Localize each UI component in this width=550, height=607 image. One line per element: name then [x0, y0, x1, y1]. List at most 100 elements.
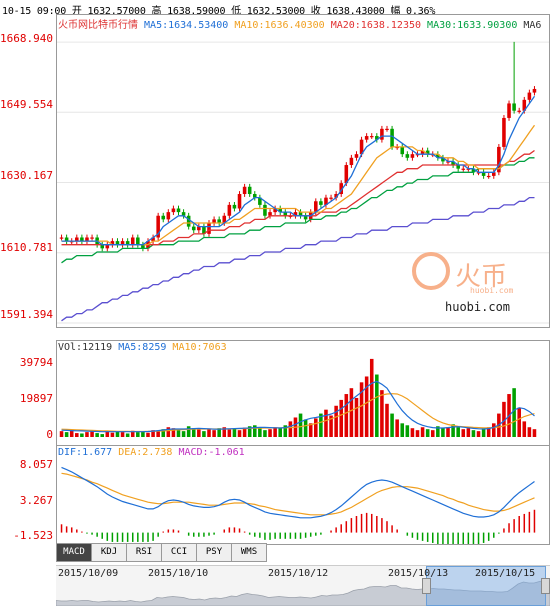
volume-bar	[141, 431, 145, 437]
candle	[278, 208, 282, 213]
price-ytick: 1649.554	[0, 98, 53, 111]
navigator-right-handle[interactable]	[541, 578, 550, 594]
candle	[400, 146, 405, 155]
candle	[390, 128, 394, 147]
candle	[59, 237, 64, 239]
volume-bar	[156, 431, 160, 437]
volume-bar	[283, 425, 288, 437]
candle	[491, 172, 496, 176]
candle	[441, 157, 445, 162]
candle	[522, 99, 527, 111]
candle	[486, 175, 491, 178]
candle	[354, 154, 359, 158]
candle	[425, 150, 430, 155]
candle	[436, 154, 440, 158]
huobi-logo-icon	[412, 252, 450, 290]
volume-bar	[95, 433, 99, 437]
volume-bar	[456, 427, 460, 437]
candle	[502, 117, 506, 147]
price-ytick: 1630.167	[0, 169, 53, 182]
logo-brand-text: 火币	[455, 262, 508, 292]
candle	[75, 237, 79, 242]
volume-bar	[395, 419, 399, 437]
series-vol-ma10	[61, 393, 535, 433]
candle	[166, 212, 171, 220]
volume-bar	[120, 432, 125, 437]
candle	[517, 110, 521, 112]
watermark-url: huobi.com	[445, 300, 511, 314]
candle	[171, 208, 176, 213]
tab-kdj[interactable]: KDJ	[92, 543, 127, 562]
candle	[339, 183, 344, 195]
candle	[110, 241, 115, 245]
nav-date-label: 2015/10/09	[58, 568, 119, 579]
macd-ytick: 3.267	[19, 494, 53, 507]
volume-bar	[324, 409, 328, 437]
candle	[115, 241, 120, 245]
candle	[359, 139, 364, 155]
candle	[298, 212, 303, 216]
volume-bar	[288, 421, 293, 437]
volume-bar	[339, 399, 344, 437]
candle	[268, 212, 272, 216]
tab-psy[interactable]: PSY	[197, 543, 232, 562]
candle	[380, 128, 384, 140]
candle	[90, 237, 94, 239]
tab-rsi[interactable]: RSI	[127, 543, 162, 562]
volume-bar	[375, 374, 379, 437]
volume-bar	[319, 413, 323, 437]
candle	[258, 197, 262, 205]
volume-bar	[405, 425, 410, 437]
legend-ma10: MA10:1636.40300	[234, 20, 325, 31]
tab-macd[interactable]: MACD	[56, 543, 92, 562]
price-chart	[57, 41, 549, 324]
volume-bar	[354, 397, 359, 437]
volume-bar	[359, 382, 364, 437]
volume-bar	[263, 430, 267, 437]
volume-bar	[364, 376, 369, 437]
candle	[207, 222, 211, 234]
volume-bar	[522, 421, 527, 437]
navigator-left-handle[interactable]	[422, 578, 431, 594]
volume-bar	[217, 428, 221, 437]
volume-bar	[329, 415, 333, 437]
nav-date-label: 2015/10/12	[268, 568, 329, 579]
candle	[456, 165, 460, 169]
candle	[120, 241, 125, 245]
candle	[186, 215, 191, 227]
candle	[512, 103, 516, 111]
quote-line: 10-15 09:00 开 1632.57000 高 1638.59000 低 …	[2, 6, 436, 17]
navigator-selection[interactable]	[426, 566, 546, 606]
candle	[151, 237, 155, 242]
indicator-tabs: MACD KDJ RSI CCI PSY WMS	[56, 543, 267, 562]
candle	[130, 237, 135, 245]
volume-bar	[258, 428, 262, 437]
volume-bar	[369, 358, 374, 437]
range-navigator[interactable]	[56, 565, 550, 606]
volume-bar	[425, 429, 430, 437]
vol-ytick: 39794	[19, 356, 53, 369]
candle	[471, 168, 476, 173]
candle	[202, 226, 206, 234]
volume-bar	[237, 430, 242, 437]
volume-bar	[349, 388, 354, 437]
legend-dea: DEA:2.738	[118, 447, 173, 458]
candle	[273, 208, 277, 213]
volume-bar	[268, 429, 272, 437]
volume-bar	[222, 427, 227, 437]
macd-chart	[60, 466, 536, 544]
series-ma5	[61, 95, 536, 246]
tab-wms[interactable]: WMS	[232, 543, 267, 562]
candle	[349, 157, 354, 166]
candle	[410, 154, 415, 158]
volume-bar	[298, 413, 303, 437]
tab-cci[interactable]: CCI	[162, 543, 197, 562]
candle	[252, 194, 257, 198]
series-ma10	[61, 124, 536, 246]
legend-ma30: MA30:1633.90300	[427, 20, 518, 31]
legend-macd: MACD:-1.061	[178, 447, 245, 458]
volume-bar	[400, 423, 405, 437]
candle	[283, 212, 288, 216]
price-ytick: 1591.394	[0, 308, 53, 321]
volume-bar	[151, 430, 155, 437]
